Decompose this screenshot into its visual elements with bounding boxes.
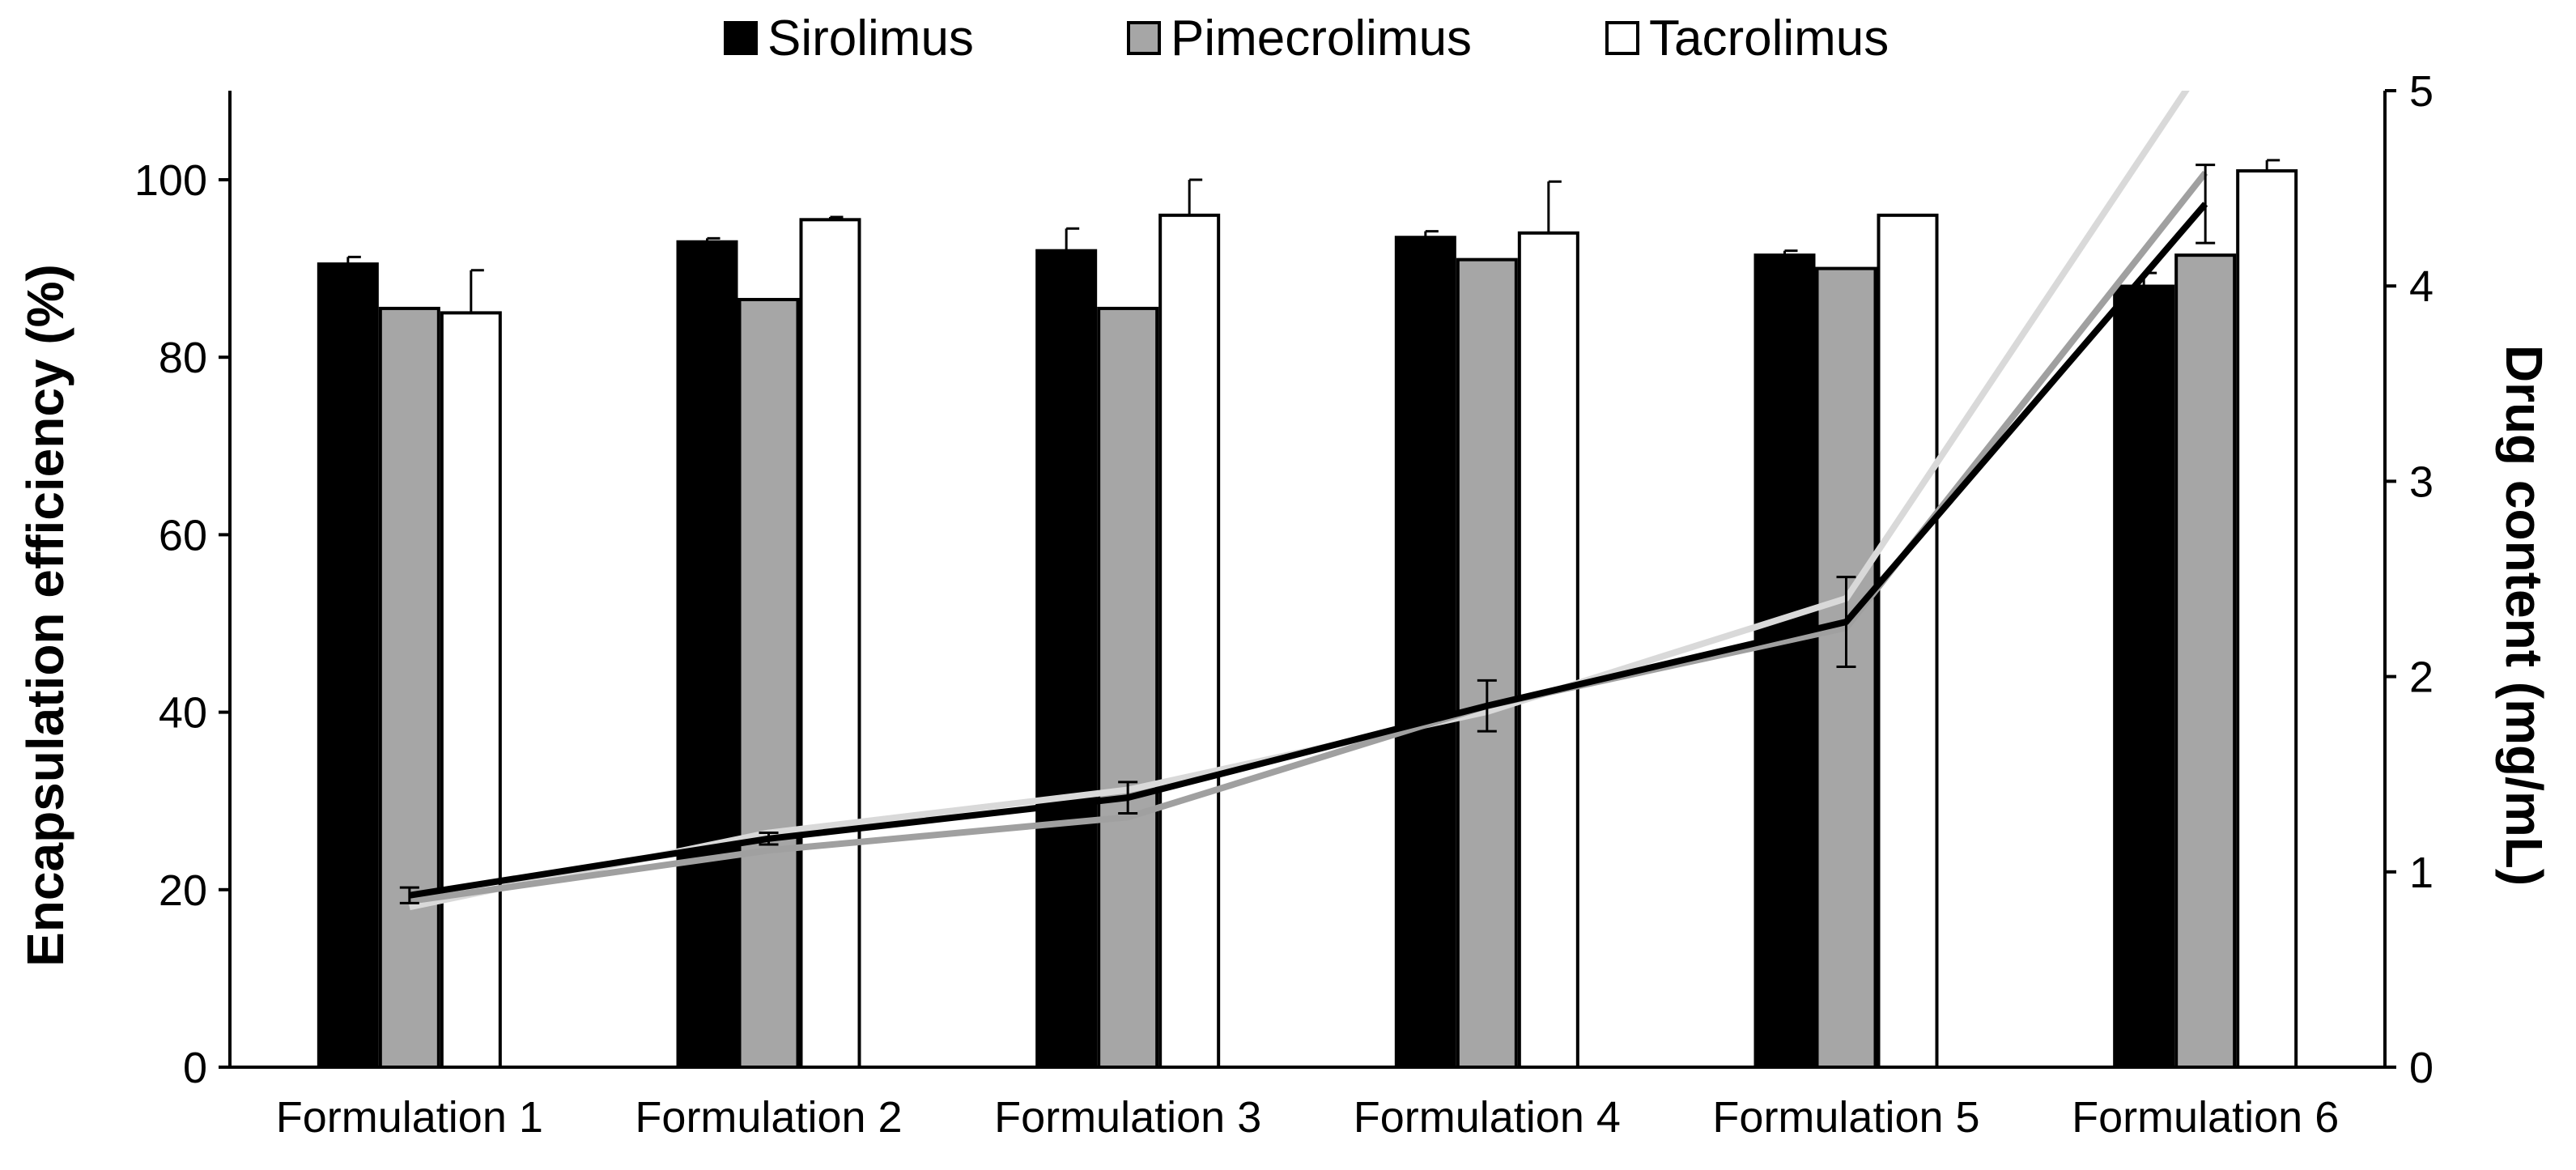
bars-layer [317, 159, 2298, 1070]
bar-sirolimus-2 [676, 240, 738, 1070]
y2-tick-label: 3 [2409, 457, 2434, 506]
bar-pimecrolimus-6 [2174, 253, 2237, 1070]
x-tick-label: Formulation 1 [276, 1093, 543, 1142]
legend-label-sirolimus: Sirolimus [767, 11, 974, 66]
y2-tick-label: 2 [2409, 653, 2434, 702]
bar-tacrolimus-5 [1877, 213, 1939, 1070]
y2-tick-label: 0 [2409, 1044, 2434, 1092]
bar-tacrolimus-2 [799, 218, 861, 1070]
x-tick-label: Formulation 2 [635, 1093, 902, 1142]
bar-sirolimus-3 [1035, 249, 1098, 1069]
legend-swatch-sirolimus [724, 21, 758, 55]
bar-sirolimus-4 [1394, 236, 1456, 1069]
bar-pimecrolimus-1 [378, 306, 440, 1070]
y-tick-label: 0 [183, 1044, 207, 1092]
x-tick-label: Formulation 6 [2072, 1093, 2339, 1142]
axes-layer: Formulation 1 Formulation 2 Formulation 3 F… [134, 67, 2434, 1142]
bar-pimecrolimus-4 [1456, 257, 1518, 1069]
bar-tacrolimus-4 [1517, 231, 1579, 1069]
legend: Sirolimus Pimecrolimus Tacrolimus [724, 11, 1889, 66]
bar-tacrolimus-6 [2236, 169, 2298, 1069]
legend-label-tacrolimus: Tacrolimus [1649, 11, 1889, 66]
legend-label-pimecrolimus: Pimecrolimus [1171, 11, 1472, 66]
bar-tacrolimus-1 [440, 311, 502, 1069]
bar-sirolimus-5 [1753, 253, 1816, 1070]
bar-sirolimus-1 [317, 262, 379, 1069]
legend-swatch-pimecrolimus [1127, 21, 1161, 55]
bar-sirolimus-6 [2113, 284, 2175, 1069]
y-tick-label: 60 [159, 511, 207, 559]
y2-tick-label: 1 [2409, 849, 2434, 897]
x-tick-label: Formulation 5 [1712, 1093, 1979, 1142]
bar-tacrolimus-3 [1158, 213, 1221, 1070]
y-tick-label: 40 [159, 689, 207, 738]
y-tick-label: 80 [159, 334, 207, 382]
y2-axis-title: Drug content (mg/mL) [2495, 345, 2553, 886]
y2-tick-label: 5 [2409, 67, 2434, 116]
y-tick-label: 100 [134, 156, 207, 205]
y2-tick-label: 4 [2409, 262, 2434, 311]
x-tick-label: Formulation 4 [1354, 1093, 1621, 1142]
lines-layer [399, 91, 2216, 911]
line-sirolimus [409, 202, 2208, 899]
bar-pimecrolimus-3 [1097, 306, 1159, 1070]
y-tick-label: 20 [159, 866, 207, 915]
x-tick-label: Formulation 3 [994, 1093, 1261, 1142]
legend-swatch-tacrolimus [1605, 21, 1639, 55]
y-axis-title: Encapsulation efficiency (%) [16, 264, 74, 967]
bar-pimecrolimus-2 [738, 297, 800, 1069]
